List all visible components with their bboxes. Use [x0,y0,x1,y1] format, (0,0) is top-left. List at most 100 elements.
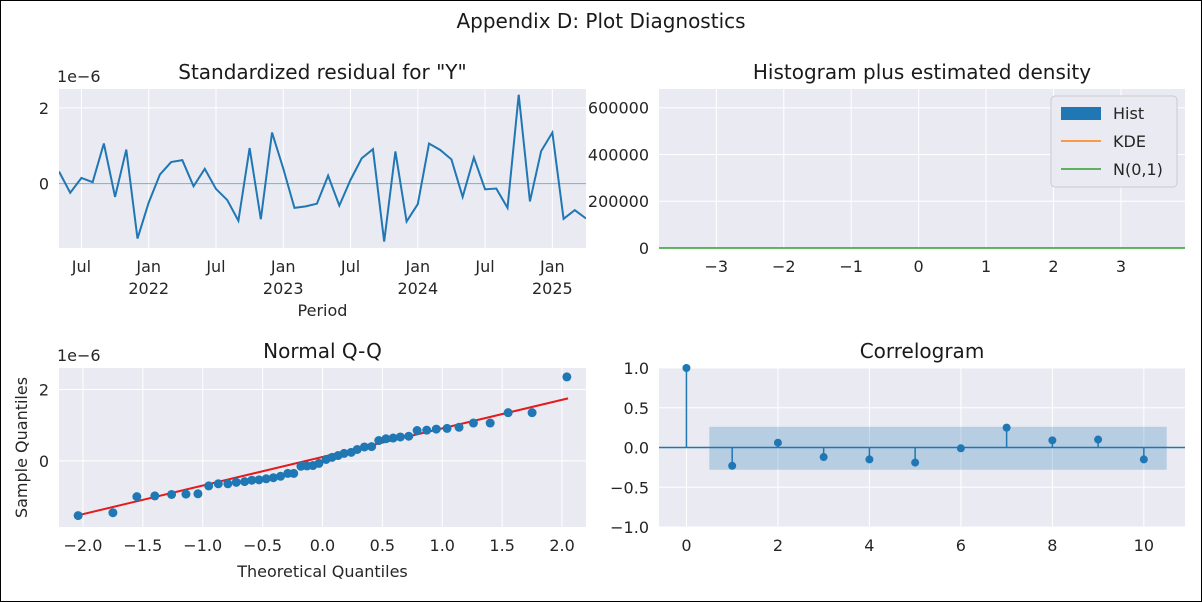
qq-point [289,468,299,478]
y-tick-label: 1.0 [624,359,649,378]
qq-point [485,418,495,428]
residual-series-line [59,94,586,242]
x-tick-label: −2.0 [64,536,103,555]
x-tick-label: Jul [71,257,91,276]
x-tick-label: 1.5 [489,536,514,555]
panel-title: Normal Q-Q [263,339,382,363]
x-tick-label: −2 [772,257,796,276]
figure-title: Appendix D: Plot Diagnostics [456,9,745,33]
panel-hist: Histogram plus estimated density −3 −2 −1 0 1… [588,60,1185,276]
qq-point [276,471,286,481]
y-tick-label: −1.0 [610,518,649,537]
acf-marker [1002,423,1011,432]
x-tick-label: −0.5 [243,536,282,555]
acf-marker [1094,435,1103,444]
legend: Hist KDE N(0,1) [1050,95,1178,188]
x-tick-label: −3 [705,257,729,276]
y-tick-label: 0.5 [624,399,649,418]
y-tick-label: 0 [39,452,49,471]
panel-title: Histogram plus estimated density [753,60,1091,84]
x-axis-label: Theoretical Quantiles [236,562,408,581]
y-axis-label: Sample Quantiles [12,377,31,518]
qq-point [422,425,432,435]
qq-point [150,491,160,501]
offset-label: 1e−6 [57,67,101,86]
panel-title: Correlogram [860,339,985,363]
y-tick-label: −0.5 [610,478,649,497]
qq-point [73,511,83,521]
legend-swatch-hist [1061,107,1101,120]
x-tick-year: 2023 [263,279,304,298]
qq-point [404,431,414,441]
qq-point [193,489,203,499]
x-tick-label: −1 [839,257,863,276]
acf-marker [773,438,782,447]
acf-marker [819,453,828,462]
x-tick-label: 3 [1116,257,1126,276]
acf-marker [1048,436,1057,445]
x-axis-label: Period [298,301,348,320]
qq-point [213,479,223,489]
y-tick-label: 2 [39,380,49,399]
x-tick-label: 0.5 [370,536,395,555]
panel-acf: Correlogram 0 2 4 6 8 10 −1.0 −0.5 0.0 0.5 1.0 [610,339,1185,555]
qq-point [132,492,142,502]
x-tick-label: Jul [474,257,494,276]
qq-point [442,423,452,433]
qq-point [527,408,537,418]
qq-point [468,418,478,428]
legend-label: Hist [1113,104,1144,123]
x-tick-label: 2 [773,536,783,555]
acf-marker [682,364,691,372]
qq-point [314,458,324,468]
x-tick-label: 0 [914,257,924,276]
qq-point [181,489,191,499]
acf-marker [1139,455,1148,464]
acf-marker [728,461,737,470]
x-tick-label: 0 [681,536,691,555]
qq-point [388,433,398,443]
acf-marker [865,455,874,464]
y-tick-label: 0 [39,175,49,194]
x-tick-label: 2.0 [549,536,574,555]
x-tick-label: −1.5 [123,536,162,555]
y-tick-label: 0 [639,239,649,258]
qq-point [352,444,362,454]
x-tick-label: Jan [270,257,296,276]
qq-point [503,408,513,418]
qq-point [381,434,391,444]
offset-label: 1e−6 [57,346,101,365]
x-tick-label: 8 [1047,536,1057,555]
y-tick-label: 2 [39,99,49,118]
x-tick-year: 2022 [128,279,169,298]
x-tick-year: 2025 [532,279,573,298]
x-tick-label: −1.0 [183,536,222,555]
y-tick-label: 0.0 [624,439,649,458]
qq-point [268,473,278,483]
qq-point [231,477,241,487]
qq-point [562,372,572,382]
x-tick-label: 1 [981,257,991,276]
qq-point [339,448,349,458]
acf-marker [911,458,920,467]
y-tick-label: 600000 [588,99,649,118]
qq-point [374,436,384,446]
legend-label: N(0,1) [1113,160,1163,179]
x-tick-label: Jul [340,257,360,276]
plot-background [59,89,586,248]
panel-qq: Normal Q-Q 1e−6 −2.0 −1.5 −1.0 −0.5 0.0 0.5 1.0 1… [12,339,586,581]
qq-point [412,426,422,436]
confidence-band [709,426,1167,470]
x-tick-label: Jan [135,257,161,276]
x-tick-label: 10 [1134,536,1154,555]
y-tick-label: 200000 [588,192,649,211]
qq-point [261,474,271,484]
x-tick-label: Jul [205,257,225,276]
qq-point [395,432,405,442]
qq-point [454,422,464,432]
x-tick-year: 2024 [397,279,438,298]
qq-point [240,477,250,487]
legend-label: KDE [1113,132,1146,151]
qq-point [367,442,377,452]
